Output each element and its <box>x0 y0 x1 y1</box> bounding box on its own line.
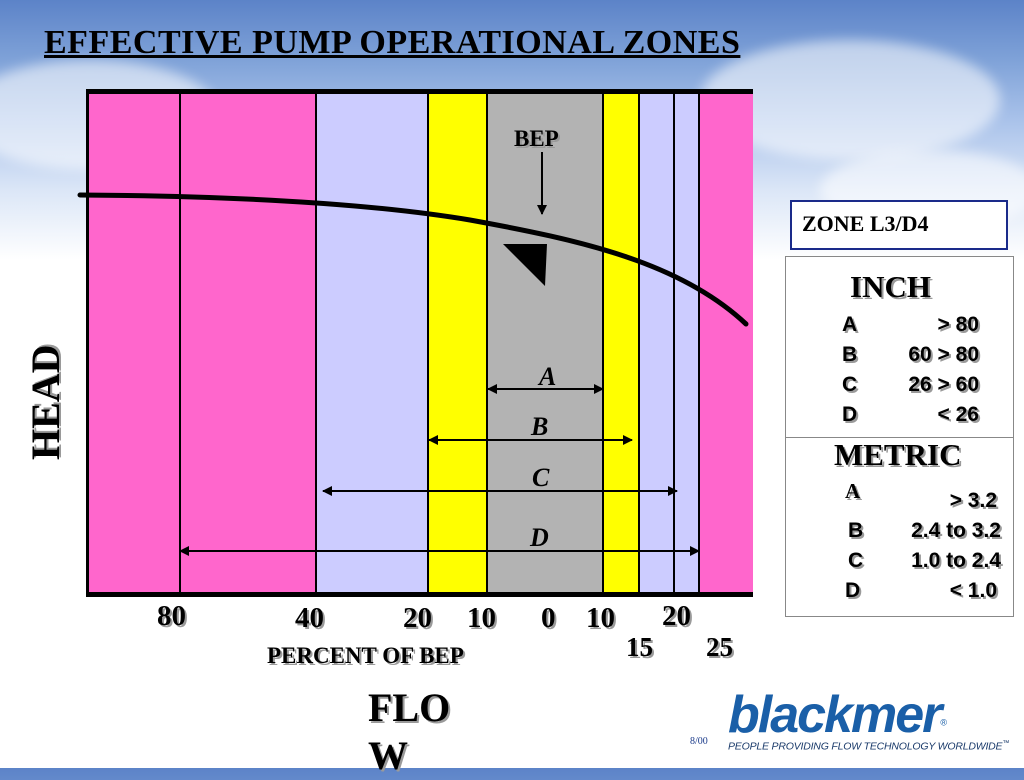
tick-label: 0 <box>541 602 556 634</box>
legend-metric-heading: METRIC <box>834 437 962 472</box>
bep-triangle-marker <box>503 244 547 286</box>
zone-boundary-line <box>698 94 700 592</box>
legend-metric-zone: B <box>848 519 864 542</box>
logo-wordmark: blackmer <box>728 686 942 744</box>
legend-inch-range: 26 > 60 <box>908 373 979 396</box>
zone-boundary-line <box>673 94 675 592</box>
zone-b-band-left <box>428 94 487 592</box>
blackmer-logo: blackmer® PEOPLE PROVIDING FLOW TECHNOLO… <box>728 689 1010 753</box>
legend-metric-zone: A <box>845 479 861 503</box>
flow-label: FLOW <box>368 685 451 778</box>
zone-boundary-line <box>315 94 317 592</box>
zone-designation-box: ZONE L3/D4 <box>790 200 1008 250</box>
zone-d-band-left <box>86 94 316 592</box>
zone-boundary-line <box>179 94 181 592</box>
tick-label: 20 <box>403 602 432 634</box>
slide-title: EFFECTIVE PUMP OPERATIONAL ZONES <box>44 24 741 61</box>
tick-label: 15 <box>626 632 653 662</box>
legend-inch-range: < 26 <box>937 403 979 426</box>
zone-legend: INCH A > 80 B 60 > 80 C 26 > 60 D < 26 M… <box>785 256 1014 617</box>
tick-label: 40 <box>295 602 324 634</box>
zone-b-band-right <box>603 94 639 592</box>
zone-boundary-line <box>638 94 640 592</box>
legend-inch-zone: C <box>842 373 858 396</box>
legend-inch-range: 60 > 80 <box>908 343 979 366</box>
legend-divider <box>786 437 1013 438</box>
legend-inch-zone: B <box>842 343 858 366</box>
legend-metric-range: < 1.0 <box>949 579 997 602</box>
tick-label: 10 <box>586 602 615 634</box>
head-curve <box>77 192 749 327</box>
legend-metric-zone: C <box>848 549 864 572</box>
tick-label: 10 <box>467 602 496 634</box>
zone-boundary-line <box>602 94 604 592</box>
legend-inch-zone: A <box>842 313 858 336</box>
x-axis-label: PERCENT OF BEP <box>267 643 464 668</box>
y-axis-label: HEAD <box>23 344 68 460</box>
zone-b-label: B <box>531 412 549 441</box>
legend-inch-range: > 80 <box>937 313 979 336</box>
zone-c-band-right <box>639 94 699 592</box>
tick-label: 20 <box>662 600 691 632</box>
legend-metric-range: > 3.2 <box>949 489 997 512</box>
legend-metric-zone: D <box>845 579 861 602</box>
zone-boundary-line <box>86 94 89 592</box>
tick-label: 25 <box>706 632 733 662</box>
zone-boundary-line <box>486 94 488 592</box>
slide-date: 8/00 <box>690 736 708 747</box>
legend-metric-range: 1.0 to 2.4 <box>911 549 1001 572</box>
zone-c-band-left <box>316 94 428 592</box>
legend-inch-zone: D <box>842 403 858 426</box>
zone-c-label: C <box>532 463 550 492</box>
zone-a-band <box>487 94 603 592</box>
zone-a-label: A <box>539 362 557 391</box>
zone-d-label: D <box>530 523 549 552</box>
tick-label: 80 <box>157 600 186 632</box>
trademark-mark: ™ <box>1002 740 1010 747</box>
logo-tagline: PEOPLE PROVIDING FLOW TECHNOLOGY WORLDWI… <box>728 740 1003 753</box>
legend-inch-heading: INCH <box>850 269 931 304</box>
zone-boundary-line <box>427 94 429 592</box>
legend-metric-range: 2.4 to 3.2 <box>911 519 1001 542</box>
zone-d-band-right <box>699 94 753 592</box>
registered-mark: ® <box>940 717 948 728</box>
zone-designation-label: ZONE L3/D4 <box>802 211 929 236</box>
bep-label: BEP <box>514 126 559 151</box>
zone-chart <box>86 89 753 597</box>
